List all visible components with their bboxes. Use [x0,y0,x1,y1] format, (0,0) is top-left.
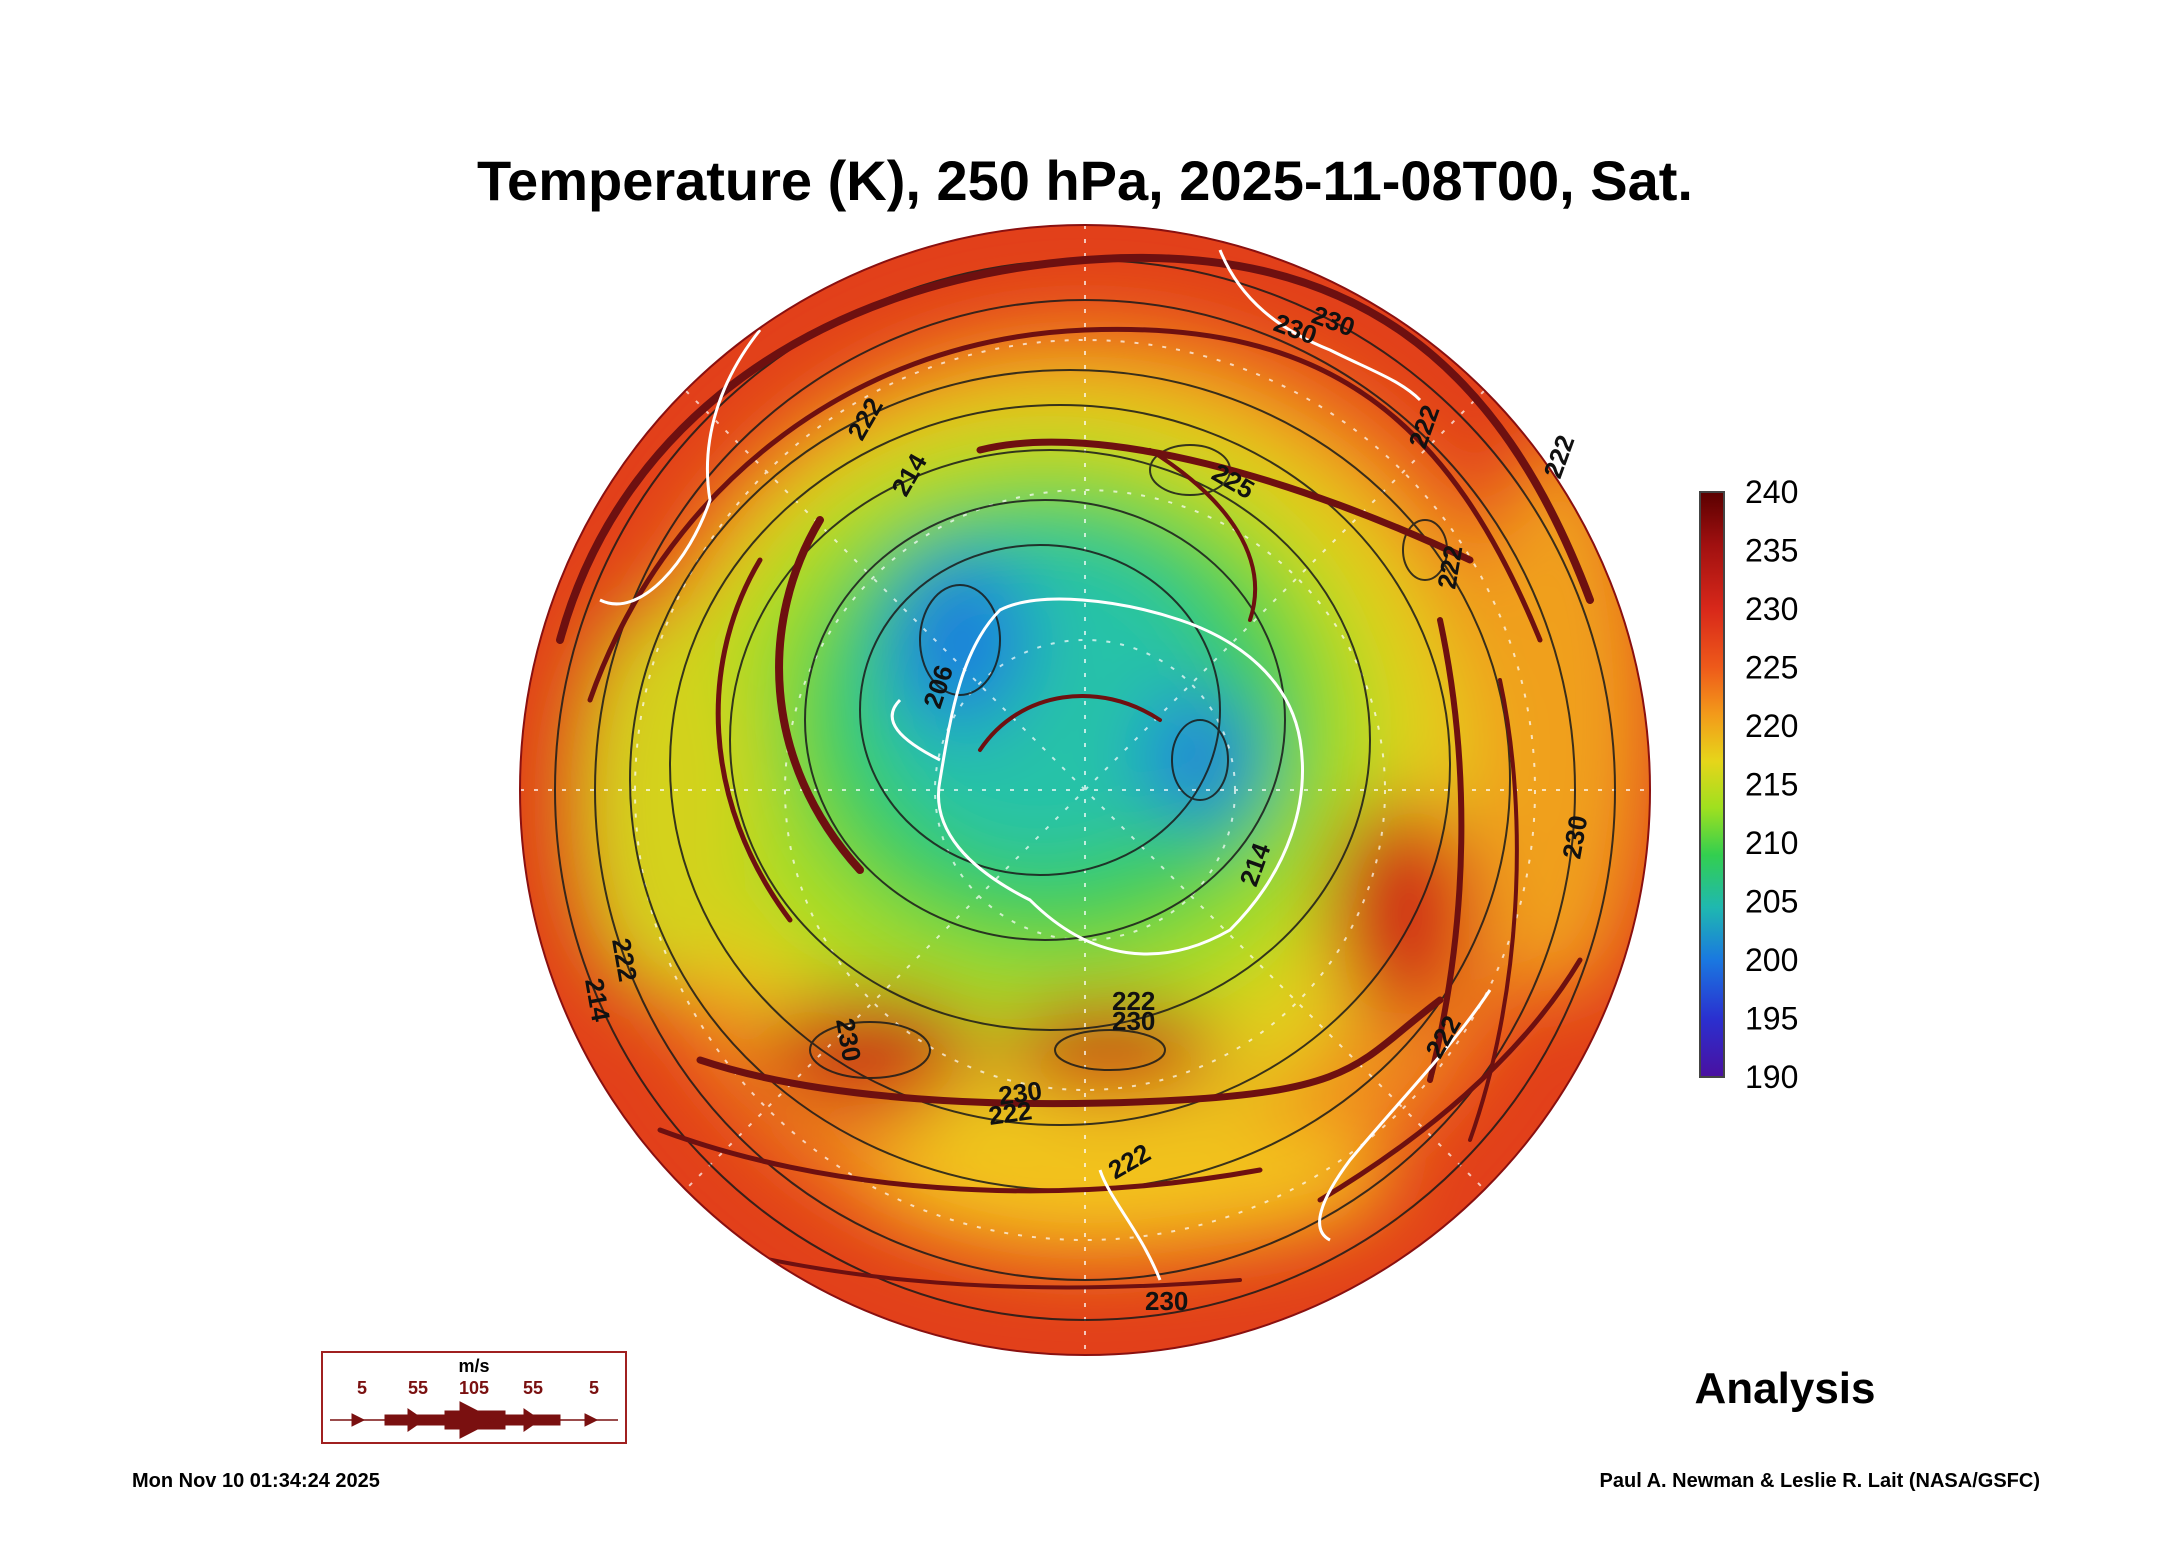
colorbar-tick-label: 195 [1745,1001,1798,1037]
colorbar-tick-label: 190 [1745,1059,1798,1095]
contour-label: 230 [997,1075,1044,1111]
wind-legend-label: 5 [589,1378,599,1398]
contour-label: 230 [1112,1006,1155,1036]
colorbar-bar [1699,491,1725,1078]
contour-label: 222 [987,1095,1034,1131]
wind-legend-label: 55 [408,1378,428,1398]
colorbar-tick-label: 215 [1745,767,1798,803]
temperature-map [519,224,1651,1356]
contour-label: 230 [1145,1286,1188,1316]
colorbar-tick-label: 230 [1745,591,1798,627]
colorbar-tick-label: 210 [1745,825,1798,861]
wind-legend-label: 55 [523,1378,543,1398]
wind-streamlines [556,253,1594,1290]
colorbar-tick-label: 235 [1745,533,1798,569]
colorbar-tick-label: 205 [1745,884,1798,920]
contour-label: 230 [1556,813,1593,861]
contour-label: 230 [830,1016,867,1064]
analysis-label: Analysis [1695,1364,1876,1413]
colorbar-tick-label: 220 [1745,708,1798,744]
wind-legend-label: 105 [459,1378,489,1398]
wind-legend-unit: m/s [458,1356,489,1376]
colorbar-tick-label: 225 [1745,650,1798,686]
timestamp: Mon Nov 10 01:34:24 2025 [132,1470,380,1492]
contour-label: 222 [1537,431,1580,482]
contour-label: 222 [1112,986,1155,1016]
coastlines [599,249,1492,1281]
contour-label: 222 [1431,543,1468,591]
map-title: Temperature (K), 250 hPa, 2025-11-08T00,… [477,149,1693,212]
colorbar-tick-label: 240 [1745,474,1798,510]
wind-legend: m/s 5 55 105 55 5 [321,1351,627,1444]
credit: Paul A. Newman & Leslie R. Lait (NASA/GS… [1600,1470,2040,1492]
colorbar-tick-label: 200 [1745,942,1798,978]
wind-legend-label: 5 [357,1378,367,1398]
colorbar: 240 235 230 225 220 215 210 205 200 195 190 [1699,474,1798,1095]
contour-label: 222 [606,936,643,984]
wind-legend-arrows [330,1401,618,1439]
